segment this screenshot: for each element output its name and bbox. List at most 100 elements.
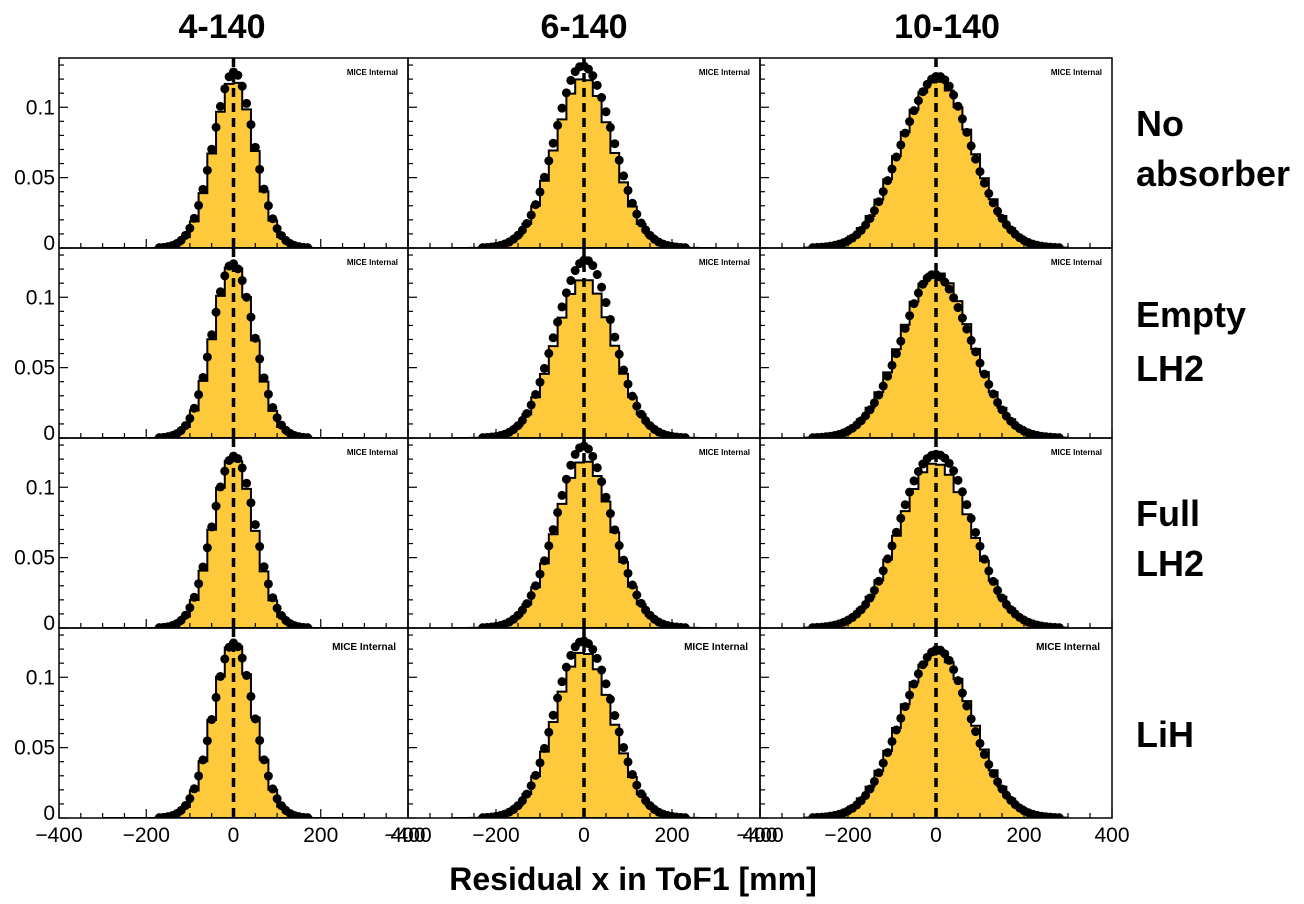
data-point — [272, 413, 282, 423]
y-tick-label: 0.05 — [14, 357, 55, 380]
x-tick-label: 200 — [654, 824, 689, 847]
data-point — [517, 225, 527, 235]
data-point — [874, 576, 884, 586]
data-point — [979, 178, 989, 188]
data-point — [557, 677, 567, 687]
data-point — [250, 520, 260, 530]
data-point — [988, 576, 998, 586]
data-point — [962, 324, 972, 334]
mice-internal-watermark: MICE Internal — [347, 68, 398, 77]
data-point — [207, 715, 217, 725]
data-point — [883, 554, 893, 564]
panel-plot-area — [803, 248, 1069, 438]
data-point — [535, 569, 545, 579]
data-point — [993, 585, 1003, 595]
mice-internal-watermark: MICE Internal — [332, 642, 396, 653]
data-point — [623, 379, 633, 389]
data-point — [1054, 433, 1064, 438]
mice-internal-watermark: MICE Internal — [1036, 642, 1100, 653]
mice-internal-watermark: MICE Internal — [347, 258, 398, 267]
data-point — [993, 777, 1003, 787]
data-point — [259, 373, 269, 383]
data-point — [601, 107, 611, 117]
data-point — [544, 541, 554, 551]
y-tick-label: 0 — [43, 802, 55, 825]
data-point — [259, 184, 269, 194]
data-point — [971, 727, 981, 737]
data-point — [553, 693, 563, 703]
data-point — [272, 603, 282, 613]
data-point — [623, 757, 633, 767]
data-point — [949, 293, 959, 303]
data-point — [194, 579, 204, 589]
data-point — [522, 219, 532, 229]
data-point — [909, 476, 919, 486]
data-point — [194, 200, 204, 210]
data-point — [605, 694, 615, 704]
data-point — [993, 206, 1003, 216]
data-point — [962, 127, 972, 137]
data-point — [544, 727, 554, 737]
data-point — [940, 649, 950, 659]
data-point — [883, 176, 893, 186]
data-point — [610, 525, 620, 535]
data-point — [627, 770, 637, 780]
data-point — [614, 349, 624, 359]
data-point — [962, 500, 972, 510]
data-point — [268, 214, 278, 224]
data-point — [570, 266, 580, 276]
row-label: LH2 — [1136, 543, 1204, 584]
data-point — [592, 80, 602, 90]
data-point — [303, 433, 313, 438]
data-point — [918, 660, 928, 670]
data-point — [949, 90, 959, 100]
data-point — [220, 654, 230, 664]
row-label: Empty — [1136, 294, 1246, 335]
data-point — [557, 490, 567, 500]
data-point — [207, 144, 217, 154]
data-point — [561, 474, 571, 484]
data-point — [255, 354, 265, 364]
data-point — [887, 541, 897, 551]
data-point — [526, 591, 536, 601]
data-point — [979, 554, 989, 564]
panel-plot-area — [803, 58, 1069, 248]
mice-internal-watermark: MICE Internal — [699, 448, 750, 457]
data-point — [949, 466, 959, 476]
data-point — [971, 347, 981, 357]
panel-full-lh2-6-140: MICE Internal — [407, 437, 761, 629]
data-point — [949, 665, 959, 675]
data-point — [259, 562, 269, 572]
data-point — [597, 282, 607, 292]
data-point — [553, 507, 563, 517]
data-point — [979, 749, 989, 759]
data-point — [233, 264, 243, 274]
panel-empty-lh2-6-140: MICE Internal — [407, 247, 761, 439]
panel-plot-area — [451, 58, 717, 248]
x-tick-label: −400 — [35, 824, 82, 847]
data-point — [891, 152, 901, 162]
y-tick-label: 0 — [43, 232, 55, 255]
data-point — [181, 610, 191, 620]
data-point — [896, 713, 906, 723]
data-point — [531, 389, 541, 399]
data-point — [874, 390, 884, 400]
data-point — [566, 75, 576, 85]
data-point — [865, 593, 875, 603]
data-point — [544, 348, 554, 358]
data-point — [561, 662, 571, 672]
x-tick-label: 0 — [930, 824, 942, 847]
data-point — [619, 555, 629, 565]
data-point — [869, 585, 879, 595]
data-point — [181, 801, 191, 811]
y-tick-label: 0.1 — [26, 666, 55, 689]
data-point — [522, 599, 532, 609]
data-point — [272, 794, 282, 804]
x-tick-label: −400 — [736, 824, 783, 847]
data-point — [865, 405, 875, 415]
column-title: 10-140 — [894, 8, 1000, 46]
data-point — [185, 223, 195, 233]
data-point — [601, 298, 611, 308]
data-point — [526, 210, 536, 220]
data-point — [896, 336, 906, 346]
